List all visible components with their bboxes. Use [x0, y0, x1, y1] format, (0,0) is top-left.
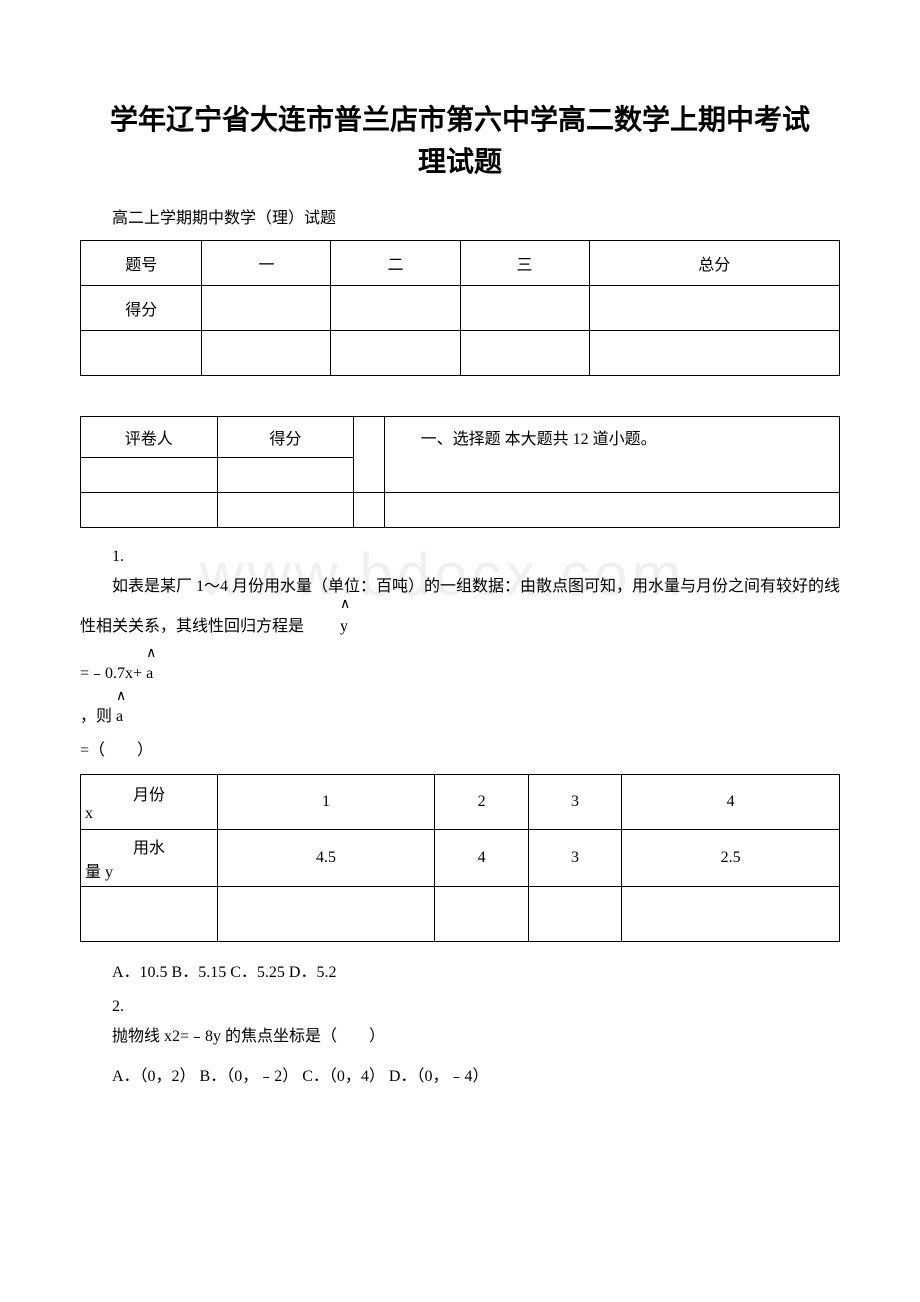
cell: 4.5: [217, 829, 435, 886]
cell: [460, 286, 589, 331]
table-row: 评卷人 得分 一、选择题 本大题共 12 道小题。: [81, 417, 840, 458]
cell: [81, 886, 218, 941]
cell: 得分: [81, 286, 202, 331]
section-text: 一、选择题 本大题共 12 道小题。: [389, 425, 835, 449]
var-y: y: [340, 618, 348, 635]
question-text: 抛物线 x2=﹣8y 的焦点坐标是（ ）: [80, 1022, 840, 1052]
q1-options: A．10.5 B．5.15 C．5.25 D．5.2: [80, 958, 840, 982]
cell: 3: [528, 774, 621, 829]
cell: 一: [202, 241, 331, 286]
subtitle: 高二上学期期中数学（理）试题: [80, 204, 840, 228]
cell: 3: [528, 829, 621, 886]
section-description: 一、选择题 本大题共 12 道小题。: [384, 417, 839, 493]
score-summary-table: 题号 一 二 三 总分 得分: [80, 240, 840, 376]
cell: [435, 886, 528, 941]
q1-data-table: 月份 x 1 2 3 4 用水 量 y 4.5 4 3 2.5: [80, 774, 840, 942]
hat-a: ∧a: [146, 651, 153, 687]
table-row: [81, 886, 840, 941]
cell: 二: [331, 241, 460, 286]
cell: 4: [435, 829, 528, 886]
cell: [354, 493, 384, 528]
var-a2: a: [116, 708, 123, 725]
cell: [331, 286, 460, 331]
title-line-1: 学年辽宁省大连市普兰店市第六中学高二数学上期中考试: [110, 105, 810, 136]
cell: 2: [435, 774, 528, 829]
hat-y: ∧y: [308, 602, 348, 642]
equation-line: ，则 ∧a: [80, 694, 840, 730]
grader-table: 评卷人 得分 一、选择题 本大题共 12 道小题。: [80, 416, 840, 528]
hat-a2: ∧a: [116, 694, 123, 730]
question-number: 2.: [80, 998, 840, 1016]
row-header: 用水 量 y: [81, 829, 218, 886]
row-head-var: x: [85, 805, 217, 823]
caret-icon: ∧: [308, 598, 348, 612]
cell: [354, 417, 384, 493]
equation-line: =﹣0.7x+ ∧a: [80, 651, 840, 687]
question-number: 1.: [80, 548, 840, 566]
cell: [81, 493, 218, 528]
cell: 题号: [81, 241, 202, 286]
page-title: 学年辽宁省大连市普兰店市第六中学高二数学上期中考试 理试题: [80, 100, 840, 184]
eq-prefix: =﹣0.7x+: [80, 665, 142, 682]
cell: [622, 886, 840, 941]
cell: 2.5: [622, 829, 840, 886]
cell: [217, 458, 354, 493]
question-text: 如表是某厂 1～4 月份用水量（单位：百吨）的一组数据：由散点图可知，用水量与月…: [80, 572, 840, 643]
title-line-2: 理试题: [418, 147, 502, 178]
cell: [202, 331, 331, 376]
cell: [589, 286, 839, 331]
cell: [331, 331, 460, 376]
cell: [460, 331, 589, 376]
table-row: 用水 量 y 4.5 4 3 2.5: [81, 829, 840, 886]
cell: 1: [217, 774, 435, 829]
var-a: a: [146, 665, 153, 682]
cell: [217, 886, 435, 941]
row-head-text: 月份: [85, 781, 217, 805]
cell: 三: [460, 241, 589, 286]
caret-icon: ∧: [116, 690, 123, 704]
row-header: 月份 x: [81, 774, 218, 829]
cell: [589, 331, 839, 376]
grader-label: 评卷人: [81, 417, 218, 458]
cell: 4: [622, 774, 840, 829]
then-prefix: ，则: [80, 708, 112, 725]
table-row: [81, 493, 840, 528]
table-row: [81, 331, 840, 376]
equation-line: =（ ）: [80, 738, 840, 764]
cell: [81, 331, 202, 376]
score-label: 得分: [217, 417, 354, 458]
row-head-text: 用水: [85, 834, 217, 858]
cell: [202, 286, 331, 331]
table-row: 得分: [81, 286, 840, 331]
q2-options: A．（0，2） B．（0，﹣2） C．（0，4） D．（0，﹣4）: [80, 1062, 840, 1086]
table-row: 月份 x 1 2 3 4: [81, 774, 840, 829]
row-head-var: 量 y: [85, 858, 217, 882]
cell: [528, 886, 621, 941]
cell: [217, 493, 354, 528]
q1-text-a: 如表是某厂 1～4 月份用水量（单位：百吨）的一组数据：由散点图可知，用水量与月…: [80, 578, 840, 635]
cell: [384, 493, 839, 528]
cell: 总分: [589, 241, 839, 286]
cell: [81, 458, 218, 493]
table-row: 题号 一 二 三 总分: [81, 241, 840, 286]
caret-icon: ∧: [146, 647, 153, 661]
